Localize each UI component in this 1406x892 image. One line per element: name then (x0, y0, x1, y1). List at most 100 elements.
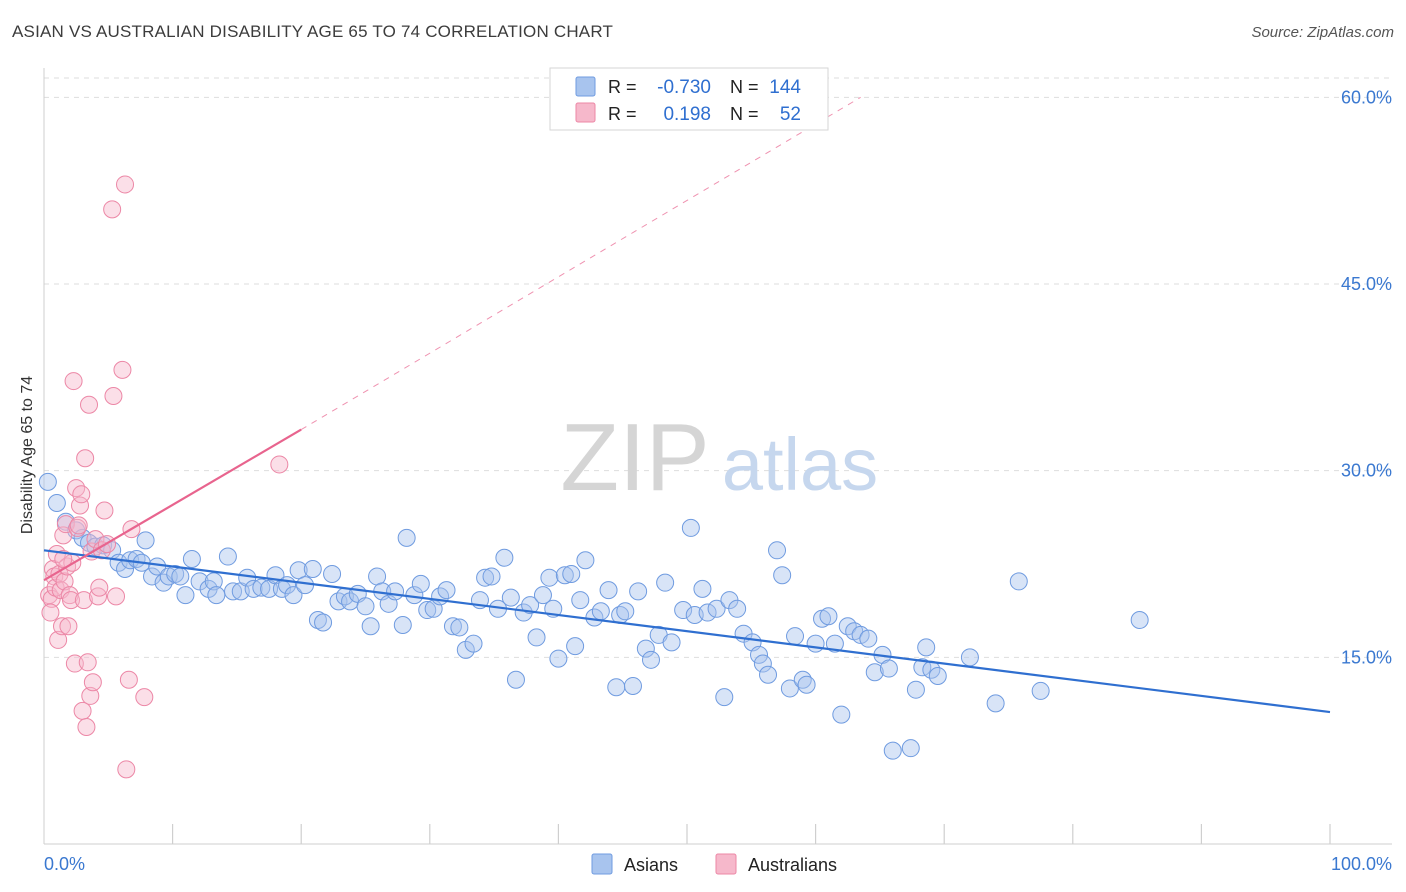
asian-point (224, 582, 243, 601)
asian-point (1130, 611, 1149, 629)
asian-point (566, 637, 585, 656)
australian-point (83, 673, 102, 692)
asian-point (780, 679, 799, 698)
stats-n-label-asians: N = (730, 77, 759, 97)
asian-point (521, 596, 540, 615)
bottom-legend: Asians Australians (591, 853, 837, 875)
asian-point (917, 638, 936, 657)
asian-point (623, 676, 642, 695)
asian-point (576, 551, 595, 570)
asian-point (656, 573, 675, 592)
y-axis-label: Disability Age 65 to 74 (19, 376, 36, 534)
australian-point (65, 654, 84, 673)
stats-r-label-asians: R = (608, 77, 637, 97)
watermark-zip: ZIP (560, 404, 709, 511)
asian-point (1009, 572, 1028, 591)
asian-point (759, 665, 778, 684)
asian-point (641, 650, 660, 669)
asian-point (368, 567, 387, 586)
asian-point (207, 586, 226, 605)
asian-point (308, 611, 327, 629)
y-tick-label: 15.0% (1341, 647, 1392, 667)
asian-point (825, 634, 844, 653)
australian-point (103, 200, 122, 219)
australian-point (80, 395, 99, 414)
asian-point (501, 588, 520, 607)
asian-point (166, 564, 185, 583)
asian-point (555, 566, 574, 585)
asian-point (662, 633, 681, 652)
asian-point (443, 617, 462, 636)
asian-point (599, 581, 618, 600)
australian-point (135, 688, 154, 707)
watermark-atlas: atlas (722, 423, 878, 506)
legend-swatch-australians (715, 853, 737, 875)
asian-point (591, 602, 610, 621)
asian-point (314, 613, 333, 632)
axes (43, 68, 1392, 845)
asian-point (750, 645, 769, 664)
asian-point (562, 564, 581, 583)
data-points (38, 175, 1149, 779)
australian-point (55, 572, 74, 591)
asian-point (182, 550, 201, 569)
asian-point (768, 541, 787, 560)
asian-point (356, 597, 375, 616)
asian-point (506, 670, 525, 689)
asian-point (303, 559, 322, 578)
asians-trend-line (43, 549, 1331, 714)
asian-point (136, 531, 155, 550)
watermark: ZIP atlas (560, 404, 878, 511)
asian-point (906, 680, 925, 699)
australian-point (104, 387, 123, 405)
asian-point (960, 648, 979, 667)
australian-point (95, 501, 114, 520)
trend-lines (43, 96, 1331, 714)
asian-point (393, 615, 412, 634)
stats-n-value-australians: 52 (780, 104, 801, 125)
australian-point (117, 760, 136, 779)
asian-point (296, 576, 315, 595)
asian-point (571, 591, 590, 610)
australian-point (77, 718, 96, 737)
asian-point (1031, 681, 1050, 700)
x-tick-label: 0.0% (44, 854, 85, 874)
australian-point (59, 617, 78, 636)
australian-point (113, 360, 132, 379)
asian-point (636, 639, 655, 658)
asian-point (681, 518, 700, 537)
australian-point (76, 449, 95, 468)
asian-point (698, 603, 717, 622)
asian-point (797, 675, 816, 694)
asian-point (204, 572, 223, 591)
asian-point (865, 663, 884, 682)
australians-trend-extension (300, 96, 861, 431)
stats-r-value-australians: 0.198 (663, 104, 711, 125)
asian-point (629, 582, 648, 601)
australian-point (56, 515, 75, 534)
asian-point (616, 602, 635, 621)
asian-point (715, 688, 734, 707)
asian-point (806, 634, 825, 653)
australian-point (86, 530, 105, 549)
australian-point (73, 701, 92, 720)
stats-swatch-australians (575, 102, 596, 123)
asian-point (464, 634, 483, 653)
y-tick-label: 60.0% (1341, 87, 1392, 107)
australian-point (64, 372, 83, 391)
australian-point (62, 591, 81, 610)
asian-point (832, 705, 851, 724)
asian-point (171, 567, 190, 586)
australian-point (74, 591, 93, 610)
legend-label-asians: Asians (624, 855, 678, 875)
asian-point (418, 601, 437, 620)
asian-point (495, 548, 514, 567)
asian-point (450, 618, 469, 637)
asian-point (786, 627, 805, 646)
asian-point (437, 581, 456, 600)
stats-r-label-australians: R = (608, 104, 637, 124)
stats-swatch-asians (575, 76, 596, 97)
australian-point (41, 603, 60, 622)
asian-point (289, 561, 308, 580)
